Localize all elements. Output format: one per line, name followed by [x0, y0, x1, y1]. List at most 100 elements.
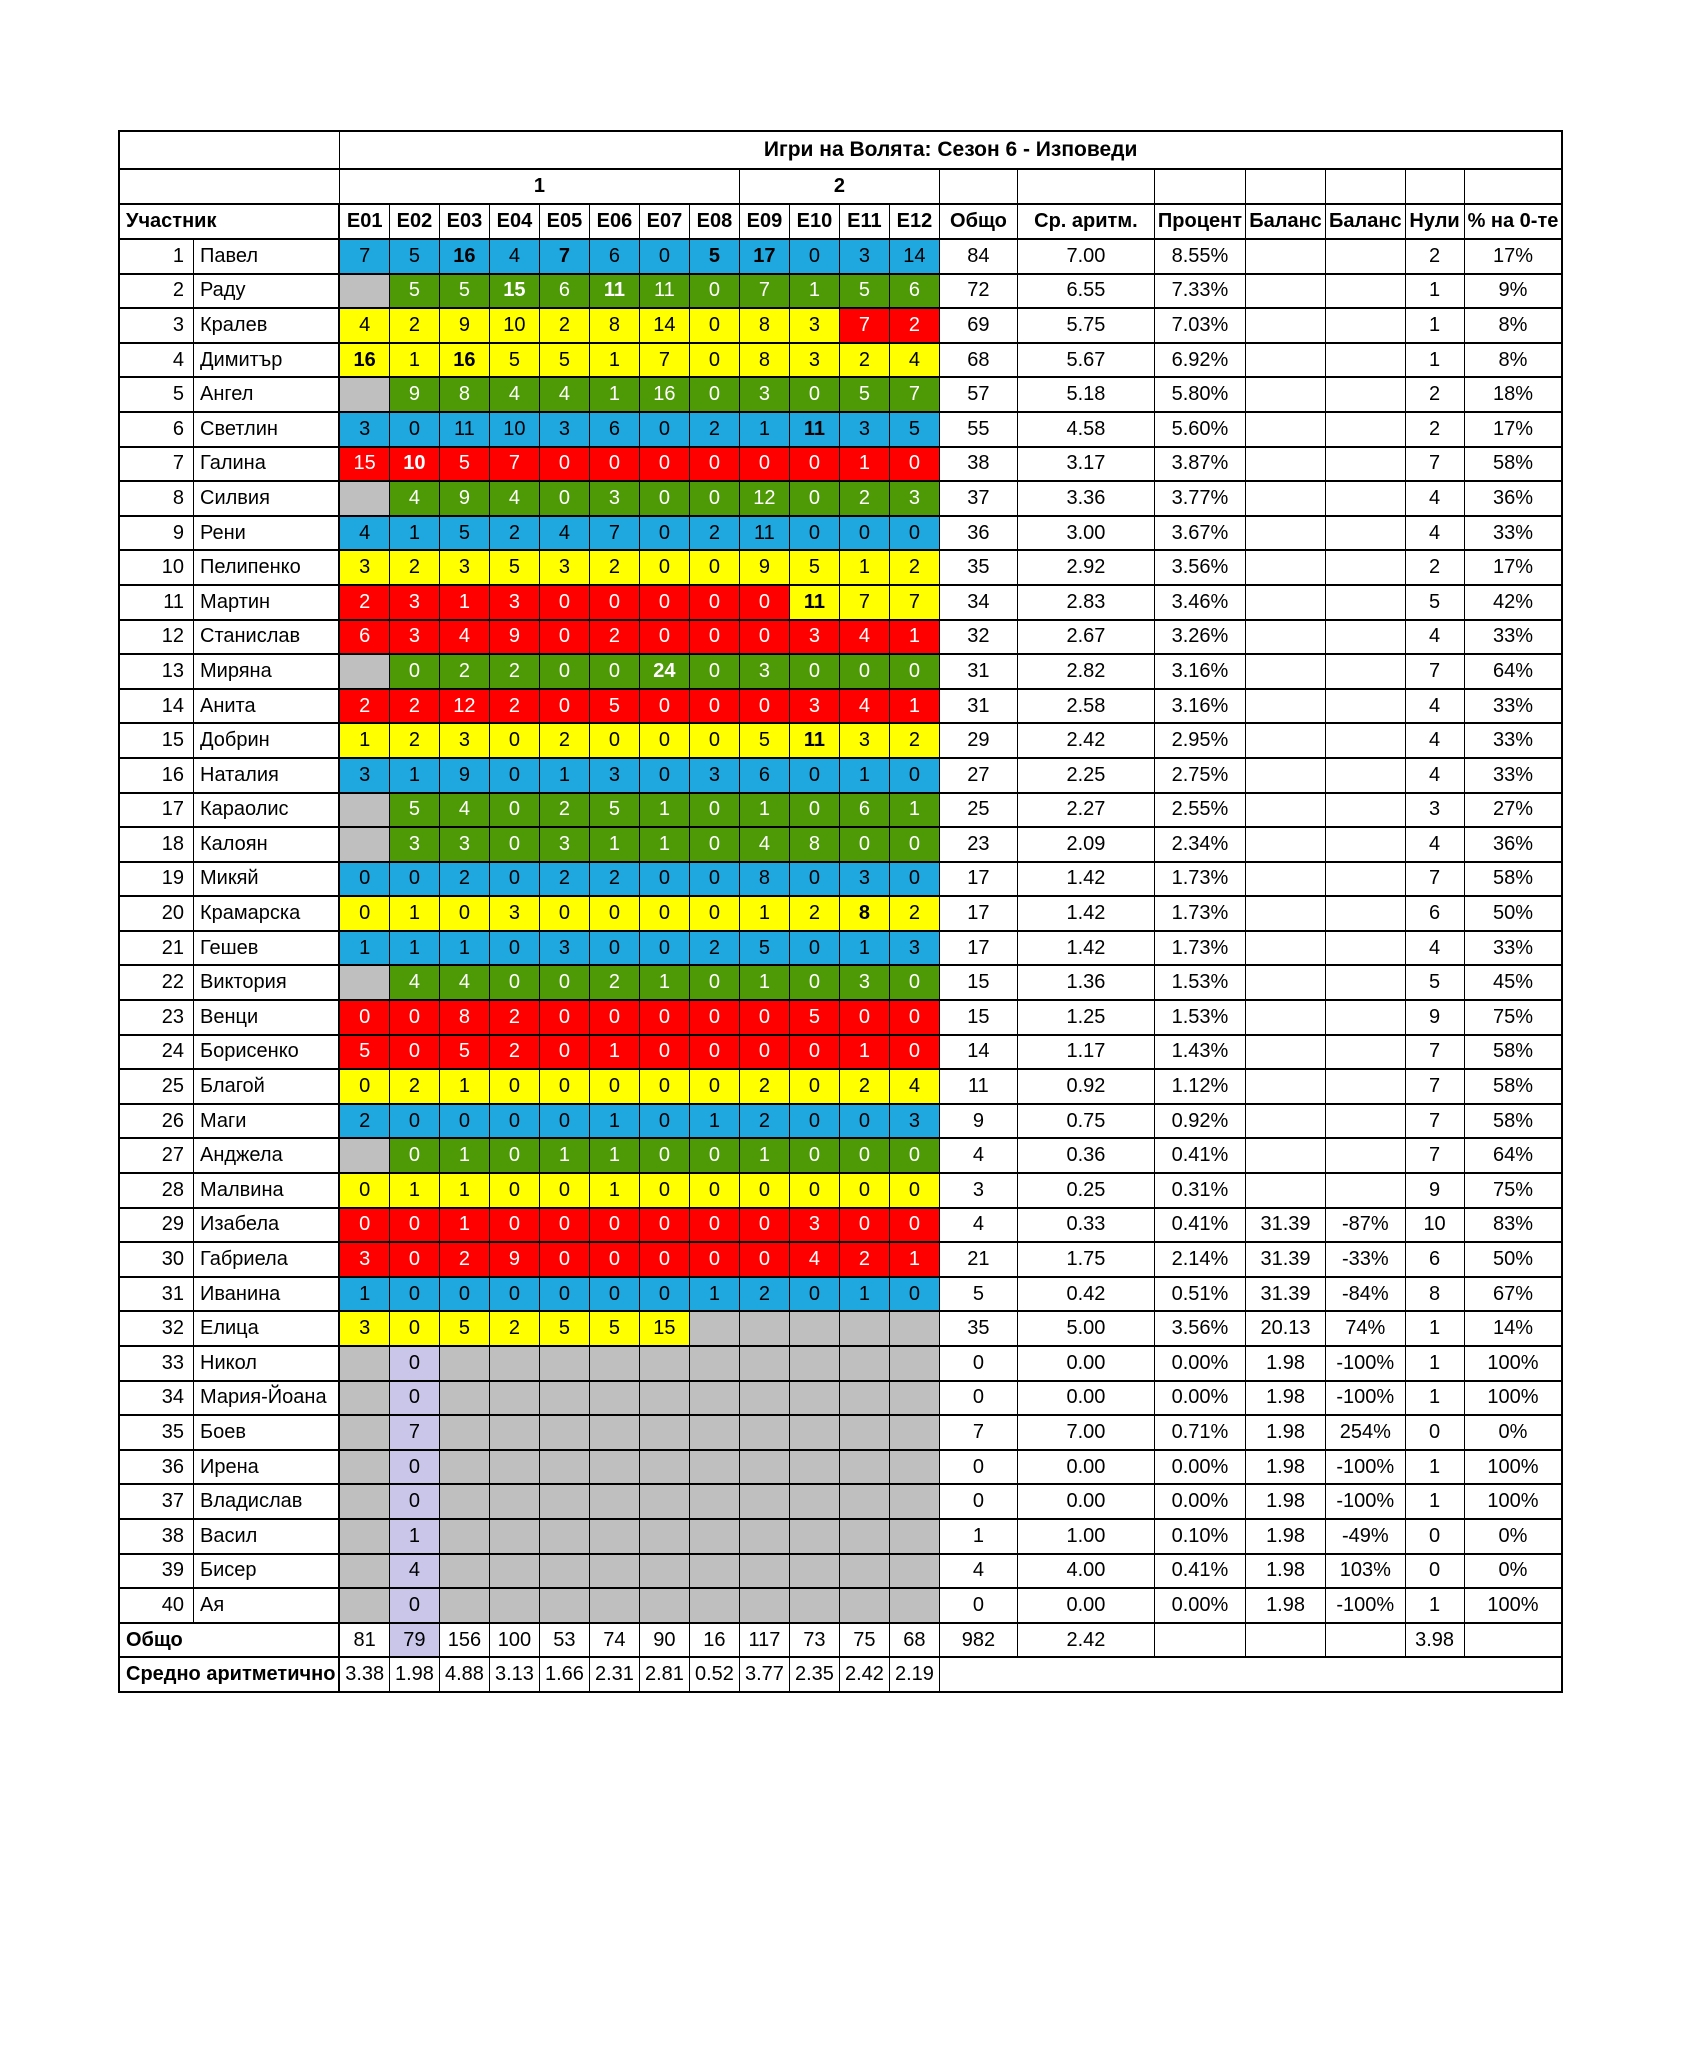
table-row: 23 Венци 0 0 8 2 0 0 0 0 0 5 0 0 15 1.25 1.53% 9 75% [118, 999, 1563, 1036]
participant-name: Пелипенко [193, 549, 341, 586]
episode-score-cell [838, 1587, 890, 1624]
percent-cell: 1.73% [1153, 860, 1247, 898]
episode-score-cell: 17 [738, 238, 790, 275]
totals-row-label: Общо [118, 1621, 341, 1659]
percent-cell: 3.56% [1153, 549, 1247, 586]
episode-score-cell: 16 [338, 341, 390, 379]
participant-name: Кралев [193, 307, 341, 344]
zeros-cell: 9 [1404, 999, 1465, 1036]
episode-column-header: E10 [788, 203, 840, 240]
percent-cell: 5.80% [1153, 376, 1247, 413]
episode-score-cell: 3 [588, 756, 640, 794]
episode-score-cell: 0 [388, 1587, 440, 1624]
totals-zeros-cell: 3.98 [1404, 1621, 1465, 1659]
total-cell: 31 [938, 687, 1018, 725]
episode-score-cell [588, 1517, 640, 1555]
episode-score-cell: 2 [738, 1275, 790, 1313]
group-row-blank [1245, 168, 1327, 205]
episode-score-cell: 7 [338, 238, 390, 275]
episode-score-cell [638, 1517, 690, 1555]
episode-score-cell: 1 [538, 1137, 590, 1175]
zeros-cell: 7 [1404, 1068, 1465, 1105]
episode-score-cell: 0 [638, 1275, 690, 1313]
group-row-blank [1153, 168, 1247, 205]
participant-name: Галина [193, 445, 341, 483]
row-number: 7 [118, 445, 194, 483]
episode-score-cell: 11 [788, 410, 840, 448]
episode-score-cell: 0 [588, 445, 640, 483]
episode-score-cell: 0 [488, 1137, 540, 1175]
average-cell: 0.00 [1016, 1483, 1155, 1520]
balance-percent-cell [1325, 307, 1406, 344]
table-row: 35 Боев 7 7 7.00 0.71% 1.98 254% 0 0% [118, 1414, 1563, 1451]
episode-score-cell [438, 1552, 490, 1590]
episode-score-cell: 1 [338, 722, 390, 759]
episode-score-cell: 0 [788, 929, 840, 967]
percent-cell: 2.75% [1153, 756, 1247, 794]
episode-score-cell: 4 [388, 480, 440, 517]
episode-score-cell [688, 1414, 740, 1451]
balance-percent-cell [1325, 445, 1406, 483]
episode-score-cell: 5 [438, 272, 490, 310]
average-cell: 1.42 [1016, 860, 1155, 898]
episode-score-cell: 0 [538, 964, 590, 1002]
balance-percent-cell [1325, 410, 1406, 448]
episode-score-cell: 2 [388, 687, 440, 725]
total-cell: 7 [938, 1414, 1018, 1451]
balance-percent-cell [1325, 341, 1406, 379]
episode-score-cell [488, 1517, 540, 1555]
percent-cell: 0.00% [1153, 1587, 1247, 1624]
table-row: 37 Владислав 0 0 0.00 0.00% 1.98 -100% 1 100% [118, 1483, 1563, 1520]
zeros-percent-cell: 33% [1463, 687, 1563, 725]
zeros-cell: 4 [1404, 618, 1465, 656]
episode-score-cell: 7 [588, 514, 640, 552]
episode-score-cell [338, 1552, 390, 1590]
episode-score-cell: 5 [388, 238, 440, 275]
zeros-cell: 1 [1404, 1483, 1465, 1520]
episode-score-cell [838, 1414, 890, 1451]
episode-score-cell: 0 [638, 722, 690, 759]
participant-name: Боев [193, 1414, 341, 1451]
episode-score-cell [688, 1587, 740, 1624]
episode-score-cell: 6 [738, 756, 790, 794]
episode-score-cell: 3 [688, 756, 740, 794]
zeros-cell: 4 [1404, 826, 1465, 863]
episode-score-cell: 0 [638, 480, 690, 517]
total-cell: 35 [938, 549, 1018, 586]
episode-score-cell: 3 [388, 618, 440, 656]
table-row: 34 Мария-Йоана 0 0 0.00 0.00% 1.98 -100% 1 100% [118, 1379, 1563, 1417]
zeros-percent-cell: 100% [1463, 1448, 1563, 1486]
episode-score-cell: 1 [388, 1517, 440, 1555]
episode-score-cell: 0 [588, 999, 640, 1036]
episode-score-cell: 1 [738, 895, 790, 932]
row-number: 26 [118, 1102, 194, 1140]
episode-score-cell: 0 [638, 445, 690, 483]
episode-score-cell: 11 [588, 272, 640, 310]
row-number: 22 [118, 964, 194, 1002]
episode-score-cell: 0 [888, 964, 940, 1002]
balance-percent-cell: 254% [1325, 1414, 1406, 1451]
episode-score-cell: 3 [838, 722, 890, 759]
episode-score-cell: 0 [488, 1172, 540, 1209]
episode-score-cell: 9 [438, 756, 490, 794]
episode-score-cell: 5 [588, 687, 640, 725]
episode-score-cell: 1 [838, 1033, 890, 1071]
episode-score-cell: 0 [888, 653, 940, 690]
percent-cell: 0.00% [1153, 1483, 1247, 1520]
episode-score-cell [788, 1379, 840, 1417]
episode-score-cell [888, 1379, 940, 1417]
episode-mean-cell: 4.88 [438, 1656, 490, 1693]
table-row: 7 Галина 15 10 5 7 0 0 0 0 0 0 1 0 38 3.17 3.87% 7 58% [118, 445, 1563, 483]
episode-score-cell: 9 [738, 549, 790, 586]
zeros-cell: 4 [1404, 480, 1465, 517]
participant-name: Виктория [193, 964, 341, 1002]
episode-column-header: E01 [338, 203, 390, 240]
episode-score-cell: 10 [388, 445, 440, 483]
episode-score-cell [338, 376, 390, 413]
episode-score-cell: 0 [738, 999, 790, 1036]
totals-balance-cell [1245, 1621, 1327, 1659]
episode-score-cell: 0 [638, 895, 690, 932]
table-row: 9 Рени 4 1 5 2 4 7 0 2 11 0 0 0 36 3.00 3.67% 4 33% [118, 514, 1563, 552]
episode-score-cell: 0 [638, 514, 690, 552]
percent-column-header: Процент [1153, 203, 1247, 240]
